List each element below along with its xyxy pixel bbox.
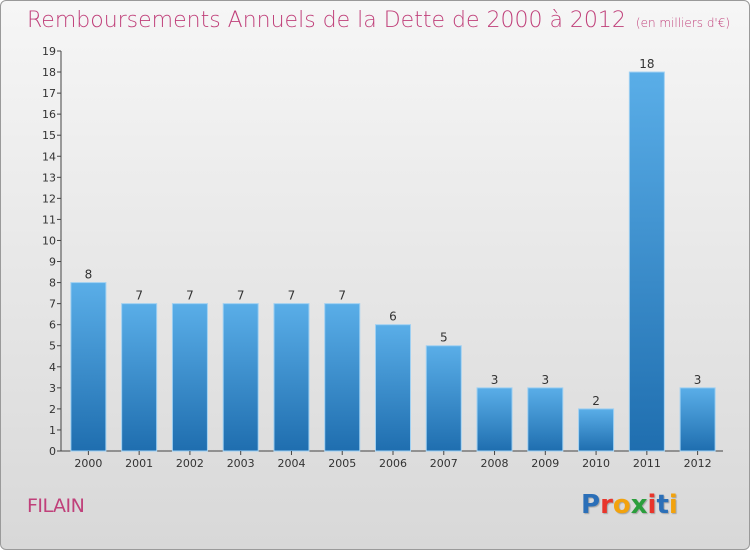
y-tick-label: 9 [49, 256, 56, 269]
y-tick-label: 8 [49, 277, 56, 290]
data-label: 6 [389, 310, 397, 324]
y-tick-label: 15 [42, 129, 56, 142]
bar-2001 [121, 303, 158, 452]
bar-2010 [578, 408, 615, 452]
data-label: 7 [186, 289, 194, 303]
logo-letter: o [612, 490, 631, 520]
bar-2008 [476, 387, 513, 452]
bar-2006 [375, 324, 411, 452]
logo-letter: i [668, 490, 678, 520]
logo-letter: P [581, 490, 601, 520]
y-tick-label: 1 [49, 424, 56, 437]
y-tick-label: 19 [42, 45, 56, 58]
y-tick-label: 6 [49, 319, 56, 332]
data-label: 3 [541, 373, 549, 387]
x-tick-label: 2011 [633, 457, 661, 470]
y-tick-label: 18 [42, 66, 56, 79]
y-tick-label: 16 [42, 108, 56, 121]
logo-letter: t [656, 490, 669, 520]
data-label: 8 [85, 268, 93, 282]
bar-2007 [425, 345, 462, 452]
bar-2004 [273, 303, 310, 452]
y-tick-label: 5 [49, 340, 56, 353]
data-label: 7 [288, 289, 296, 303]
bar-2000 [70, 282, 107, 452]
data-label: 2 [592, 394, 600, 408]
x-tick-label: 2012 [684, 457, 712, 470]
bar-2002 [171, 303, 208, 452]
data-label: 18 [639, 57, 654, 71]
y-tick-label: 0 [49, 445, 56, 458]
x-tick-label: 2009 [531, 457, 559, 470]
data-label: 7 [237, 289, 245, 303]
bar-2011 [628, 71, 665, 452]
x-tick-label: 2001 [125, 457, 153, 470]
data-label: 7 [338, 289, 346, 303]
y-tick-label: 2 [49, 403, 56, 416]
proxiti-logo: Proxiti [581, 490, 678, 520]
x-tick-label: 2007 [430, 457, 458, 470]
data-label: 3 [491, 373, 499, 387]
logo-letter: r [600, 490, 613, 520]
x-tick-label: 2000 [74, 457, 102, 470]
chart-title: Remboursements Annuels de la Dette de 20… [27, 8, 731, 33]
y-tick-label: 14 [42, 150, 56, 163]
data-label: 5 [440, 331, 448, 345]
commune-name: FILAIN [27, 495, 85, 517]
x-tick-label: 2010 [582, 457, 610, 470]
logo-letter: x [630, 490, 648, 520]
data-label: 7 [135, 289, 143, 303]
x-tick-label: 2006 [379, 457, 407, 470]
y-tick-label: 4 [49, 361, 56, 374]
x-tick-label: 2008 [481, 457, 509, 470]
y-tick-label: 12 [42, 192, 56, 205]
logo-letter: i [647, 490, 657, 520]
x-tick-label: 2003 [227, 457, 255, 470]
y-tick-label: 10 [42, 234, 56, 247]
y-tick-label: 13 [42, 171, 56, 184]
bar-2009 [527, 387, 564, 452]
bar-2012 [679, 387, 716, 452]
bar-2005 [324, 303, 361, 452]
bar-2003 [222, 303, 259, 452]
x-tick-label: 2002 [176, 457, 204, 470]
y-tick-label: 17 [42, 87, 56, 100]
y-tick-label: 7 [49, 298, 56, 311]
x-tick-label: 2004 [277, 457, 305, 470]
unit-note: (en milliers d'€) [635, 16, 731, 30]
x-tick-label: 2005 [328, 457, 356, 470]
data-label: 3 [694, 373, 702, 387]
y-tick-label: 3 [49, 382, 56, 395]
y-tick-label: 11 [42, 213, 56, 226]
